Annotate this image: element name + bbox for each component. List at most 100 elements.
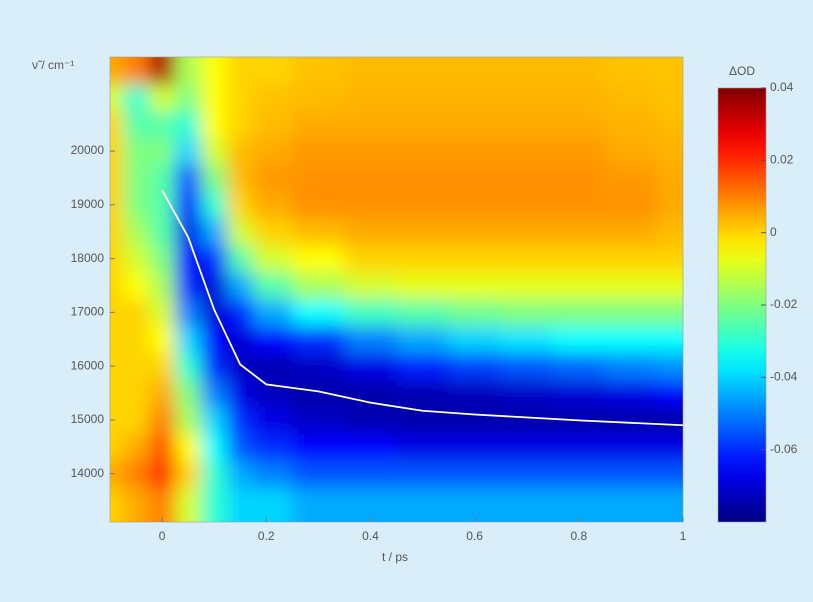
heatmap-cell — [344, 191, 397, 219]
colorbar-tick-label: -0.04 — [770, 370, 798, 384]
heatmap-cell — [292, 57, 345, 85]
heatmap-cell — [656, 164, 683, 192]
heatmap-cell — [604, 460, 658, 488]
heatmap-cell — [500, 83, 554, 112]
heatmap-cell — [552, 137, 606, 166]
heatmap-cell — [552, 298, 606, 327]
heatmap-cell — [253, 298, 293, 327]
heatmap-cell — [253, 352, 293, 381]
heatmap-cell — [656, 433, 683, 461]
y-tick-label: 20000 — [71, 143, 105, 157]
heatmap-cell — [396, 487, 450, 522]
heatmap-cell — [110, 433, 124, 461]
heatmap-cell — [448, 325, 502, 354]
heatmap-cell — [149, 164, 176, 192]
heatmap-cell — [448, 164, 502, 192]
heatmap-cell — [123, 137, 150, 166]
axes: 0 0.2 0.4 0.6 0.8 1 14000 15000 16000 17000 18000 1… — [71, 80, 798, 543]
heatmap-cell — [500, 325, 554, 354]
heatmap-cell — [344, 137, 397, 166]
heatmap-cell — [201, 110, 228, 139]
heatmap-cell — [500, 460, 554, 488]
heatmap-cell — [123, 191, 150, 219]
heatmap-cell — [292, 325, 345, 354]
heatmap-cell — [292, 352, 345, 381]
heatmap-cell — [604, 379, 658, 407]
heatmap-cell — [175, 352, 202, 381]
heatmap-cell — [227, 487, 254, 522]
heatmap-cell — [175, 57, 202, 85]
heatmap-cell — [201, 245, 228, 273]
heatmap-cell — [201, 218, 228, 246]
heatmap-cell — [552, 83, 606, 112]
heatmap-cell — [253, 272, 293, 300]
heatmap-cell — [604, 218, 658, 246]
heatmap-cell — [201, 460, 228, 488]
heatmap-cell — [292, 487, 345, 522]
plot-frame — [109, 56, 684, 523]
heatmap-cell — [253, 137, 293, 166]
heatmap-cell — [110, 460, 124, 488]
heatmap-cell — [552, 379, 606, 407]
x-axis-title: t / ps — [382, 550, 408, 564]
heatmap-cell — [344, 218, 397, 246]
heatmap-cell — [175, 137, 202, 166]
heatmap-cell — [604, 110, 658, 139]
heatmap-cell — [110, 298, 124, 327]
heatmap-cell — [500, 487, 554, 522]
x-tick-label: 1 — [680, 529, 687, 543]
heatmap-cell — [201, 433, 228, 461]
heatmap-cell — [500, 164, 554, 192]
heatmap-cell — [227, 460, 254, 488]
y-tick-label: 16000 — [71, 358, 105, 372]
heatmap-cell — [656, 191, 683, 219]
heatmap-cell — [448, 110, 502, 139]
heatmap-cell — [656, 379, 683, 407]
heatmap-cell — [175, 460, 202, 488]
heatmap-cell — [396, 191, 450, 219]
heatmap-cell — [110, 406, 124, 434]
heatmap-cell — [149, 83, 176, 112]
heatmap-cell — [110, 137, 124, 166]
heatmap-cell — [656, 298, 683, 327]
heatmap-cell — [500, 245, 554, 273]
heatmap-cells — [110, 57, 683, 522]
heatmap-cell — [448, 487, 502, 522]
heatmap-cell — [604, 191, 658, 219]
heatmap-cell — [292, 298, 345, 327]
heatmap-cell — [175, 406, 202, 434]
heatmap-cell — [110, 164, 124, 192]
heatmap-cell — [448, 272, 502, 300]
heatmap-cell — [656, 460, 683, 488]
heatmap-cell — [253, 406, 293, 434]
heatmap-cell — [149, 325, 176, 354]
heatmap-cell — [344, 406, 397, 434]
heatmap-cell — [149, 245, 176, 273]
heatmap-cell — [175, 191, 202, 219]
heatmap-cell — [604, 57, 658, 85]
heatmap-cell — [149, 137, 176, 166]
heatmap-cell — [123, 460, 150, 488]
heatmap-cell — [604, 272, 658, 300]
heatmap-cell — [201, 164, 228, 192]
heatmap-cell — [396, 164, 450, 192]
heatmap-cell — [656, 57, 683, 85]
heatmap-cell — [396, 352, 450, 381]
heatmap-cell — [175, 110, 202, 139]
heatmap-cell — [344, 164, 397, 192]
heatmap-cell — [552, 352, 606, 381]
y-axis-title: ν̃ / cm⁻¹ — [32, 58, 74, 72]
heatmap-cell — [227, 164, 254, 192]
heatmap-cell — [500, 352, 554, 381]
heatmap-cell — [149, 298, 176, 327]
heatmap-cell — [292, 137, 345, 166]
heatmap-cell — [253, 325, 293, 354]
heatmap-cell — [227, 137, 254, 166]
heatmap-cell — [149, 110, 176, 139]
heatmap-cell — [604, 433, 658, 461]
peak-line — [161, 189, 683, 427]
heatmap-cell — [175, 379, 202, 407]
heatmap-cell — [292, 191, 345, 219]
heatmap-cell — [656, 406, 683, 434]
